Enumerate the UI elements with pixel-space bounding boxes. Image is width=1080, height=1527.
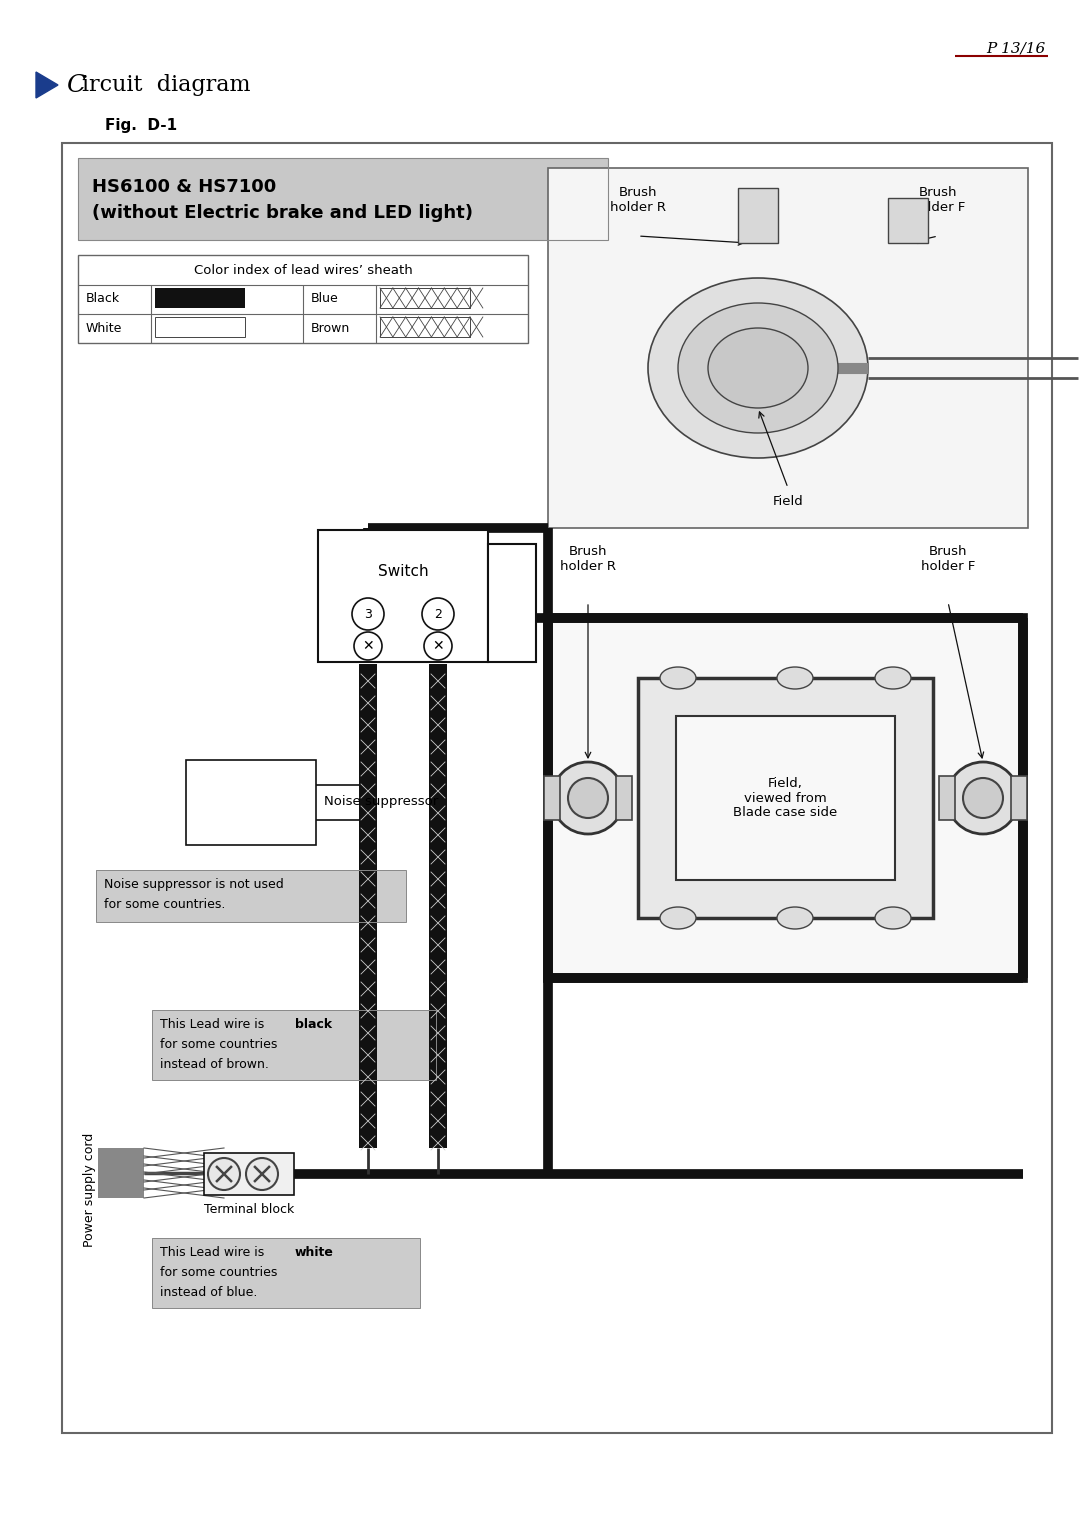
Bar (548, 618, 1023, 977)
Ellipse shape (875, 667, 912, 689)
Text: This Lead wire is: This Lead wire is (160, 1246, 268, 1258)
Bar (318, 530, 488, 663)
Circle shape (208, 1157, 240, 1190)
Bar (96, 870, 406, 922)
Ellipse shape (660, 907, 696, 928)
Text: instead of brown.: instead of brown. (160, 1058, 269, 1070)
Ellipse shape (777, 907, 813, 928)
Bar (186, 760, 316, 844)
Bar (939, 776, 955, 820)
Text: Color index of lead wires’ sheath: Color index of lead wires’ sheath (193, 264, 413, 276)
Bar (156, 318, 245, 337)
Text: Switch: Switch (378, 565, 429, 580)
Circle shape (947, 762, 1020, 834)
Text: Brush
holder R: Brush holder R (610, 186, 666, 214)
Text: Field: Field (772, 495, 804, 508)
Ellipse shape (660, 667, 696, 689)
Circle shape (354, 632, 382, 660)
Bar (1011, 776, 1027, 820)
Bar (676, 716, 895, 880)
Circle shape (352, 599, 384, 631)
Bar (78, 255, 528, 344)
Bar (738, 188, 778, 243)
Bar (96, 870, 406, 922)
Bar (204, 1153, 294, 1196)
Bar (616, 776, 632, 820)
Bar (380, 318, 470, 337)
Text: White: White (86, 322, 122, 336)
Text: for some countries: for some countries (160, 1266, 278, 1280)
Bar (152, 1009, 436, 1080)
Circle shape (246, 1157, 278, 1190)
Ellipse shape (648, 278, 868, 458)
Text: HS6100 & HS7100: HS6100 & HS7100 (92, 179, 276, 195)
Text: This Lead wire is: This Lead wire is (160, 1019, 268, 1031)
Text: Field,
viewed from
Blade case side: Field, viewed from Blade case side (733, 777, 837, 820)
Text: Brown: Brown (311, 322, 350, 336)
Bar (156, 289, 245, 308)
Bar (888, 199, 928, 243)
Polygon shape (36, 72, 58, 98)
Text: Terminal block: Terminal block (204, 1203, 294, 1215)
Bar (638, 678, 933, 918)
Text: for some countries: for some countries (160, 1038, 278, 1051)
Bar (429, 664, 447, 1148)
Bar (78, 157, 608, 240)
Ellipse shape (678, 302, 838, 434)
Text: Noise suppressor: Noise suppressor (324, 796, 438, 808)
Text: 2: 2 (434, 608, 442, 620)
Bar (78, 157, 608, 240)
Circle shape (422, 599, 454, 631)
Circle shape (424, 632, 453, 660)
Text: (without Electric brake and LED light): (without Electric brake and LED light) (92, 205, 473, 221)
Text: Fig.  D-1: Fig. D-1 (105, 118, 177, 133)
Text: Power supply cord: Power supply cord (83, 1133, 96, 1248)
Text: Blue: Blue (311, 293, 339, 305)
Text: instead of blue.: instead of blue. (160, 1286, 257, 1299)
Ellipse shape (777, 667, 813, 689)
Circle shape (568, 777, 608, 818)
Bar (152, 1238, 420, 1309)
Text: ✕: ✕ (362, 638, 374, 654)
Text: black: black (295, 1019, 333, 1031)
Bar (152, 1238, 420, 1309)
Circle shape (552, 762, 624, 834)
Bar (380, 289, 470, 308)
Text: white: white (295, 1246, 334, 1258)
Text: Noise suppressor is not used: Noise suppressor is not used (104, 878, 284, 890)
Text: Brush
holder R: Brush holder R (561, 545, 616, 573)
Bar (544, 776, 561, 820)
Text: P 13/16: P 13/16 (986, 43, 1045, 56)
Text: ircuit  diagram: ircuit diagram (82, 73, 251, 96)
Text: Brush
holder F: Brush holder F (910, 186, 966, 214)
Text: for some countries.: for some countries. (104, 898, 226, 912)
Bar (98, 1148, 144, 1199)
Bar (548, 168, 1028, 528)
Ellipse shape (875, 907, 912, 928)
Text: C: C (66, 73, 85, 96)
Text: 3: 3 (364, 608, 372, 620)
Text: Brush
holder F: Brush holder F (921, 545, 975, 573)
Bar (62, 144, 1052, 1432)
Text: ✕: ✕ (432, 638, 444, 654)
Bar (359, 664, 377, 1148)
Bar (152, 1009, 436, 1080)
Circle shape (963, 777, 1003, 818)
Bar (488, 544, 536, 663)
Ellipse shape (708, 328, 808, 408)
Text: Black: Black (86, 293, 120, 305)
